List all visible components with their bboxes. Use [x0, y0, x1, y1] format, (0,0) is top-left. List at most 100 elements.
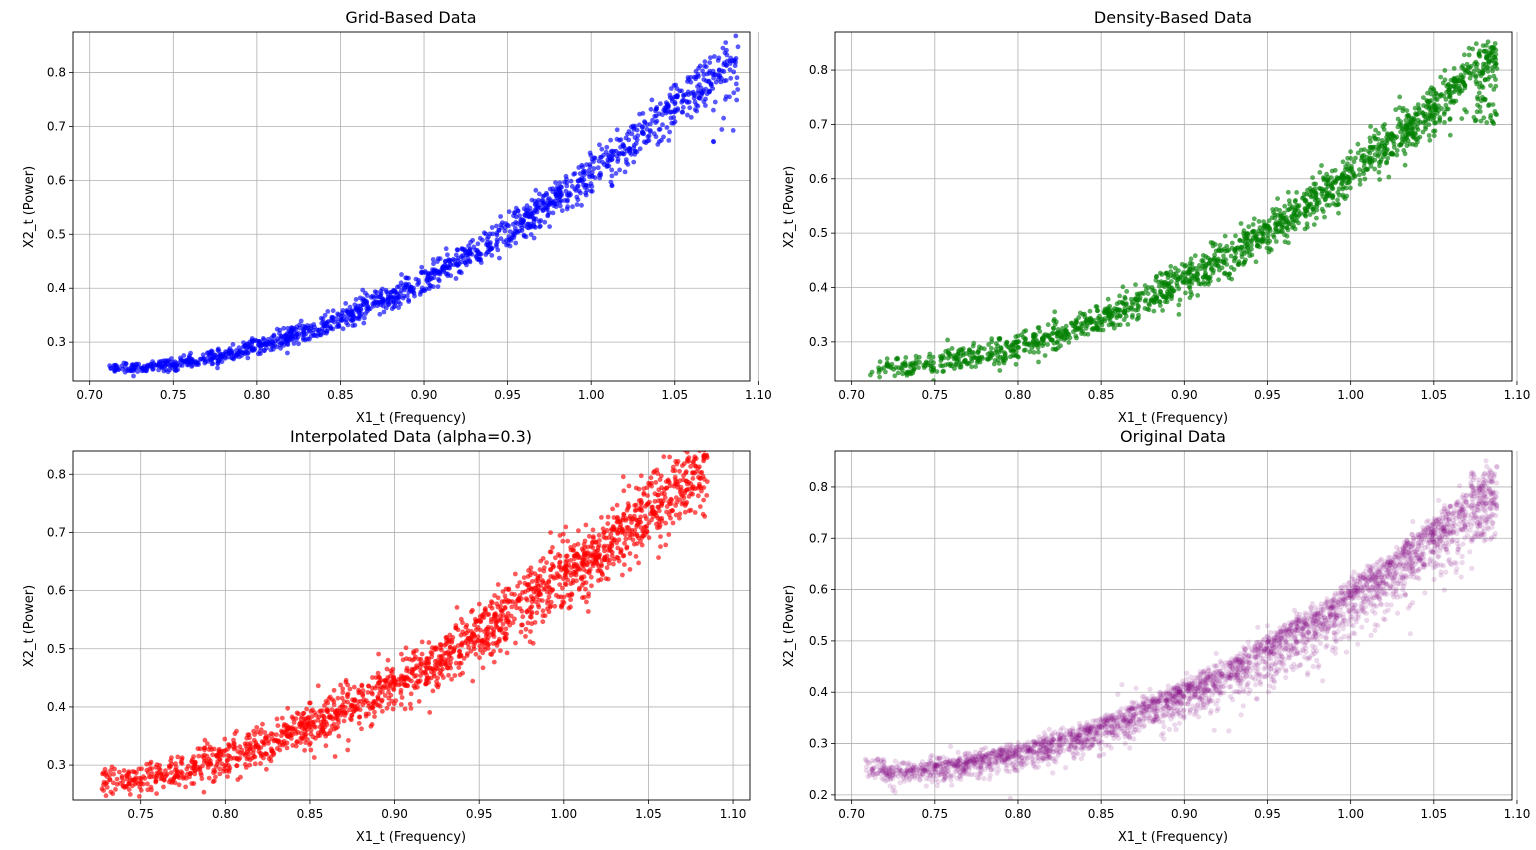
scatter-point — [1187, 285, 1193, 291]
scatter-point — [1402, 151, 1408, 157]
scatter-point — [700, 511, 706, 517]
scatter-point — [721, 62, 727, 67]
scatter-point — [291, 341, 297, 346]
scatter-point — [268, 754, 274, 760]
scatter-point — [656, 555, 661, 560]
scatter-point — [1340, 159, 1346, 165]
scatter-point — [380, 708, 385, 714]
scatter-point — [1124, 289, 1130, 294]
scatter-point — [1323, 181, 1329, 187]
scatter-point — [405, 683, 410, 689]
scatter-point — [525, 207, 531, 213]
scatter-point — [1355, 150, 1361, 156]
scatter-point — [154, 770, 160, 776]
scatter-point — [1494, 66, 1500, 71]
scatter-point — [398, 702, 404, 707]
scatter-point — [1168, 264, 1174, 269]
scatter-point — [1183, 262, 1188, 268]
scatter-point — [168, 758, 174, 764]
scatter-point — [247, 757, 253, 763]
scatter-point — [1013, 349, 1019, 355]
scatter-point — [364, 300, 370, 306]
scatter-point — [385, 657, 391, 663]
scatter-point — [475, 249, 480, 255]
scatter-point — [1481, 115, 1487, 121]
scatter-point — [437, 256, 443, 262]
scatter-point — [419, 639, 425, 645]
scatter-point — [422, 660, 428, 665]
scatter-point — [969, 364, 974, 370]
scatter-point — [1051, 318, 1057, 324]
scatter-point — [1426, 99, 1432, 105]
scatter-point — [615, 531, 621, 536]
scatter-point — [693, 463, 698, 469]
scatter-point — [1136, 304, 1141, 310]
scatter-point — [505, 241, 511, 247]
scatter-point — [633, 554, 639, 559]
scatter-point — [499, 599, 505, 605]
scatter-point — [1319, 188, 1325, 194]
scatter-point — [622, 532, 628, 538]
scatter-point — [515, 583, 520, 589]
scatter-point — [545, 606, 550, 612]
scatter-point — [563, 553, 569, 559]
scatter-point — [679, 88, 684, 94]
scatter-point — [587, 150, 593, 156]
scatter-point — [577, 177, 583, 183]
scatter-point — [494, 223, 499, 229]
scatter-point — [1447, 117, 1453, 122]
scatter-point — [197, 746, 203, 752]
scatter-point — [360, 298, 366, 304]
scatter-point — [260, 721, 265, 727]
y-tick-label: 0.4 — [47, 700, 66, 714]
scatter-point — [524, 582, 530, 588]
scatter-point — [239, 353, 245, 358]
scatter-point — [611, 561, 616, 567]
scatter-point — [544, 560, 549, 565]
scatter-point — [1222, 271, 1227, 276]
scatter-point — [931, 378, 936, 381]
scatter-point — [352, 322, 358, 328]
scatter-point — [494, 643, 500, 648]
scatter-point — [1485, 68, 1491, 74]
scatter-point — [443, 246, 449, 252]
scatter-point — [202, 747, 207, 753]
scatter-point — [593, 555, 599, 560]
scatter-point — [259, 739, 265, 744]
scatter-point — [473, 651, 479, 657]
scatter-point — [485, 242, 491, 248]
scatter-point — [175, 769, 181, 775]
scatter-point — [523, 626, 529, 632]
scatter-point — [340, 313, 346, 318]
scatter-point — [631, 145, 637, 151]
scatter-point — [949, 346, 955, 351]
scatter-point — [511, 231, 517, 236]
scatter-point — [636, 560, 641, 566]
scatter-point — [455, 258, 461, 263]
scatter-point — [916, 365, 921, 370]
y-tick-label: 0.8 — [47, 467, 66, 481]
scatter-point — [308, 727, 314, 733]
scatter-point — [1188, 289, 1193, 295]
scatter-point — [417, 292, 423, 297]
scatter-point — [639, 542, 645, 548]
scatter-point — [1476, 53, 1482, 58]
scatter-point — [289, 714, 295, 720]
scatter-point — [883, 369, 888, 375]
scatter-point — [206, 775, 212, 781]
scatter-point — [622, 562, 627, 567]
scatter-point — [145, 781, 150, 787]
scatter-point — [308, 724, 313, 729]
scatter-point — [251, 737, 257, 743]
scatter-point — [298, 318, 304, 324]
scatter-point — [677, 511, 683, 517]
scatter-point — [1199, 258, 1205, 264]
scatter-point — [1080, 329, 1085, 334]
scatter-point — [1151, 295, 1156, 300]
scatter-point — [618, 137, 624, 143]
scatter-point — [360, 691, 366, 697]
scatter-point — [1087, 308, 1093, 314]
scatter-point — [331, 687, 337, 693]
scatter-point — [1493, 77, 1498, 82]
scatter-point — [148, 362, 154, 368]
